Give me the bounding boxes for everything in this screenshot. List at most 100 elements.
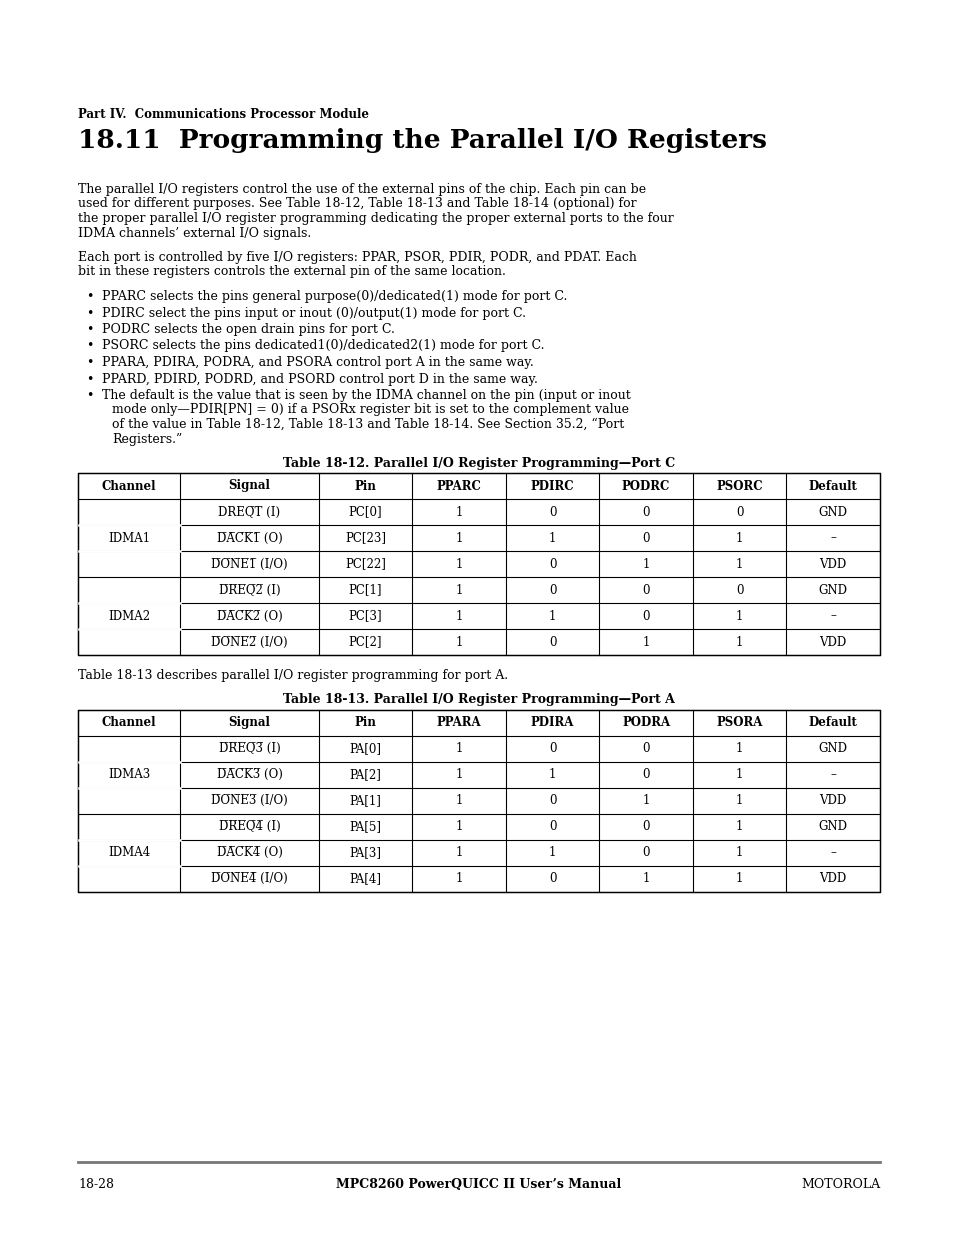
Text: PC[2]: PC[2] [348,636,382,648]
Text: MOTOROLA: MOTOROLA [800,1178,879,1191]
Text: D̅O̅N̅E̅1̅ (I/O): D̅O̅N̅E̅1̅ (I/O) [211,557,288,571]
Text: 1: 1 [735,820,742,832]
Text: PC[22]: PC[22] [345,557,385,571]
Text: 1: 1 [455,846,462,860]
Text: The parallel I/O registers control the use of the external pins of the chip. Eac: The parallel I/O registers control the u… [78,183,645,196]
Text: 0: 0 [641,846,649,860]
Text: PA[3]: PA[3] [349,846,381,860]
Text: Pin: Pin [355,479,375,493]
Text: 1: 1 [455,872,462,885]
Text: 0: 0 [548,820,556,832]
Text: PSORC selects the pins dedicated1(0)/dedicated2(1) mode for port C.: PSORC selects the pins dedicated1(0)/ded… [102,340,544,352]
Text: PODRC selects the open drain pins for port C.: PODRC selects the open drain pins for po… [102,324,395,336]
Text: –: – [829,846,835,860]
Text: PA[1]: PA[1] [349,794,381,806]
Text: Default: Default [808,479,857,493]
Text: •: • [86,356,93,369]
Text: 1: 1 [548,768,556,781]
Text: 0: 0 [641,610,649,622]
Text: the proper parallel I/O register programming dedicating the proper external port: the proper parallel I/O register program… [78,212,673,225]
Text: 0: 0 [548,742,556,755]
Text: MPC8260 PowerQUICC II User’s Manual: MPC8260 PowerQUICC II User’s Manual [336,1178,621,1191]
Text: Table 18-12. Parallel I/O Register Programming—Port C: Table 18-12. Parallel I/O Register Progr… [283,457,675,471]
Text: 1: 1 [735,531,742,545]
Text: 1: 1 [735,557,742,571]
Text: 1: 1 [455,820,462,832]
Text: Each port is controlled by five I/O registers: PPAR, PSOR, PDIR, PODR, and PDAT.: Each port is controlled by five I/O regi… [78,251,637,264]
Text: PC[0]: PC[0] [348,505,382,519]
Text: 1: 1 [735,846,742,860]
Text: –: – [829,610,835,622]
Text: D̅A̅C̅K̅2̅ (O): D̅A̅C̅K̅2̅ (O) [216,610,282,622]
Text: PSORA: PSORA [716,716,762,729]
Text: Channel: Channel [102,716,156,729]
Text: GND: GND [818,742,847,755]
Text: 1: 1 [548,531,556,545]
Text: 1: 1 [455,531,462,545]
Text: 1: 1 [735,872,742,885]
Text: 0: 0 [641,820,649,832]
Text: D̅R̅E̅Q̅3̅ (I): D̅R̅E̅Q̅3̅ (I) [218,742,280,755]
Text: 0: 0 [548,872,556,885]
Text: IDMA1: IDMA1 [108,531,151,545]
Text: 1: 1 [735,610,742,622]
Text: IDMA4: IDMA4 [108,846,151,860]
Text: D̅O̅N̅E̅3̅ (I/O): D̅O̅N̅E̅3̅ (I/O) [211,794,288,806]
Bar [78,473,879,655]
Text: 0: 0 [641,768,649,781]
Text: VDD: VDD [819,872,846,885]
Text: 1: 1 [735,768,742,781]
Text: IDMA2: IDMA2 [108,610,151,622]
Text: PA[4]: PA[4] [349,872,381,885]
Text: Table 18-13. Parallel I/O Register Programming—Port A: Table 18-13. Parallel I/O Register Progr… [283,694,674,706]
Text: 1: 1 [455,768,462,781]
Text: 1: 1 [641,557,649,571]
Text: Signal: Signal [229,479,271,493]
Text: PA[2]: PA[2] [349,768,381,781]
Text: 0: 0 [548,636,556,648]
Text: Part IV.  Communications Processor Module: Part IV. Communications Processor Module [78,107,369,121]
Text: of the value in Table 18-12, Table 18-13 and Table 18-14. See Section 35.2, “Por: of the value in Table 18-12, Table 18-13… [112,417,623,431]
Text: 1: 1 [455,636,462,648]
Text: PDIRA: PDIRA [530,716,574,729]
Text: 0: 0 [548,505,556,519]
Text: PPARC selects the pins general purpose(0)/dedicated(1) mode for port C.: PPARC selects the pins general purpose(0… [102,290,567,303]
Text: DREQ̅T̅ (I): DREQ̅T̅ (I) [218,505,280,519]
Text: 0: 0 [641,505,649,519]
Text: PPARA: PPARA [436,716,480,729]
Text: PPARC: PPARC [436,479,481,493]
Text: mode only—PDIR[PN] = 0) if a PSORx register bit is set to the complement value: mode only—PDIR[PN] = 0) if a PSORx regis… [112,404,628,416]
Text: The default is the value that is seen by the IDMA channel on the pin (input or i: The default is the value that is seen by… [102,389,630,403]
Text: 0: 0 [548,557,556,571]
Text: D̅R̅E̅Q̅2̅ (I): D̅R̅E̅Q̅2̅ (I) [218,583,280,597]
Text: •: • [86,340,93,352]
Text: 1: 1 [455,794,462,806]
Text: 1: 1 [735,742,742,755]
Text: 0: 0 [735,505,742,519]
Text: PA[5]: PA[5] [349,820,381,832]
Text: 1: 1 [455,610,462,622]
Text: PA[0]: PA[0] [349,742,381,755]
Text: GND: GND [818,820,847,832]
Text: –: – [829,768,835,781]
Text: IDMA3: IDMA3 [108,768,151,781]
Text: –: – [829,531,835,545]
Bar [78,709,879,892]
Text: 0: 0 [641,583,649,597]
Text: 0: 0 [735,583,742,597]
Text: 1: 1 [455,583,462,597]
Text: PODRC: PODRC [621,479,670,493]
Text: IDMA channels’ external I/O signals.: IDMA channels’ external I/O signals. [78,226,311,240]
Text: 1: 1 [548,846,556,860]
Text: Default: Default [808,716,857,729]
Text: D̅A̅C̅K̅1̅ (O): D̅A̅C̅K̅1̅ (O) [216,531,282,545]
Text: 1: 1 [641,794,649,806]
Text: Pin: Pin [355,716,375,729]
Text: D̅R̅E̅Q̅4̅ (I): D̅R̅E̅Q̅4̅ (I) [218,820,280,832]
Text: PC[3]: PC[3] [348,610,382,622]
Text: 0: 0 [548,583,556,597]
Text: •: • [86,389,93,403]
Text: 1: 1 [455,505,462,519]
Text: D̅O̅N̅E̅2̅ (I/O): D̅O̅N̅E̅2̅ (I/O) [211,636,288,648]
Text: 1: 1 [455,742,462,755]
